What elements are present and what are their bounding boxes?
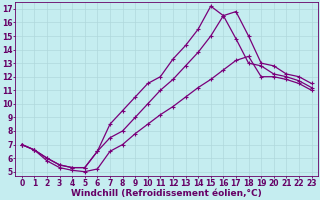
X-axis label: Windchill (Refroidissement éolien,°C): Windchill (Refroidissement éolien,°C): [71, 189, 262, 198]
